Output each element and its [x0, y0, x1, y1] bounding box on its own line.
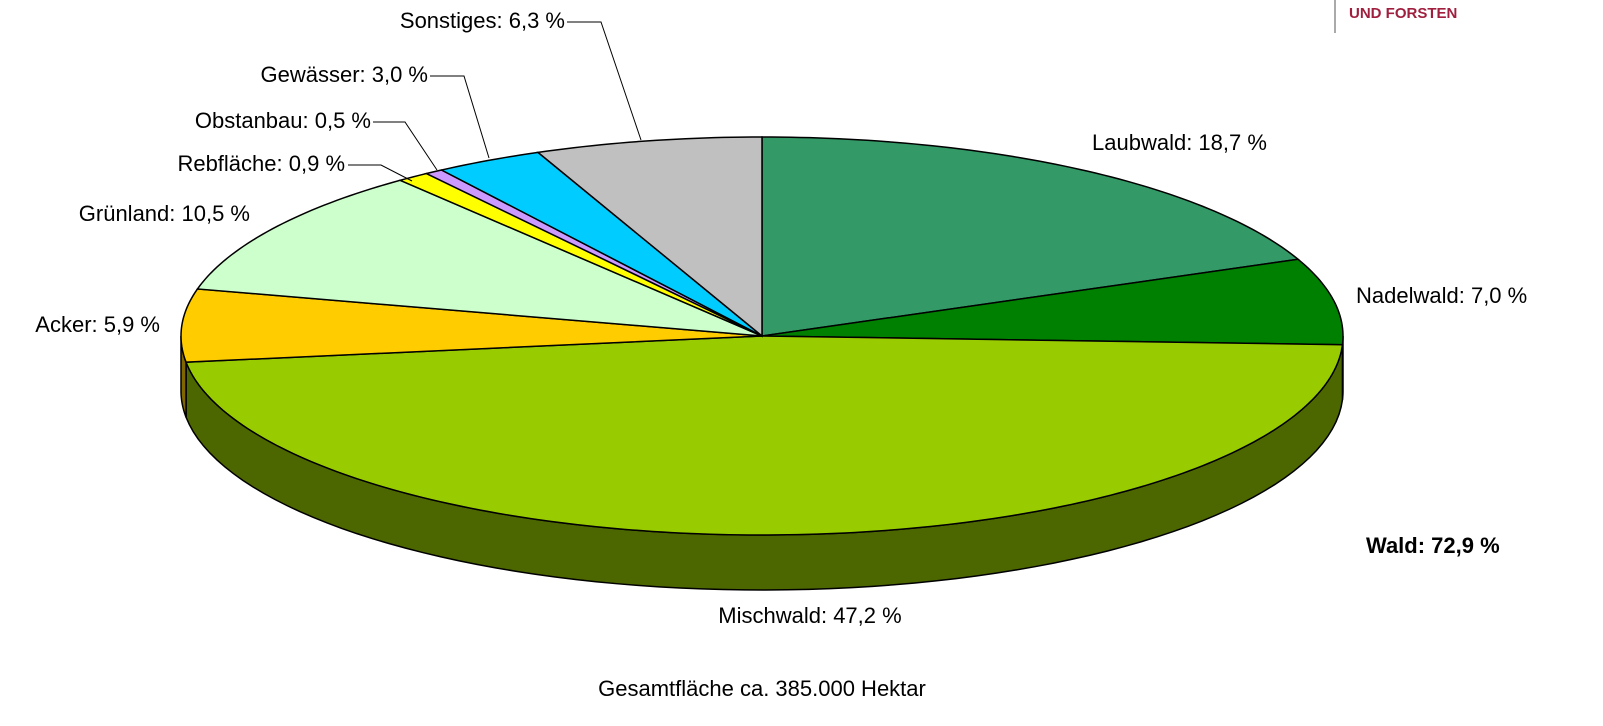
pie-slice [180, 288, 763, 363]
data-label: Obstanbau: 0,5 % [195, 108, 371, 133]
leader-line [430, 75, 490, 159]
annotation: Wald: 72,9 % [1366, 533, 1500, 558]
footer: Gesamtfläche ca. 385.000 Hektar [598, 676, 926, 701]
logo-text: UND FORSTEN [1349, 5, 1457, 22]
data-label: Nadelwald: 7,0 % [1356, 283, 1527, 308]
leader-line [348, 164, 413, 182]
pie-slice [761, 136, 1300, 337]
data-label: Laubwald: 18,7 % [1092, 130, 1267, 155]
data-label: Gewässer: 3,0 % [260, 62, 428, 87]
pie-slice [196, 179, 763, 337]
data-label: Mischwald: 47,2 % [718, 603, 901, 628]
data-label: Rebfläche: 0,9 % [177, 151, 345, 176]
leader-line [567, 21, 642, 141]
data-label: Grünland: 10,5 % [79, 201, 250, 226]
pie-slice [536, 136, 763, 338]
leader-line [373, 121, 438, 171]
data-label: Acker: 5,9 % [35, 312, 160, 337]
data-label: Sonstiges: 6,3 % [400, 8, 565, 33]
pie-slice [439, 151, 763, 337]
pie-slice [184, 335, 1344, 536]
pie-slice [761, 258, 1344, 346]
